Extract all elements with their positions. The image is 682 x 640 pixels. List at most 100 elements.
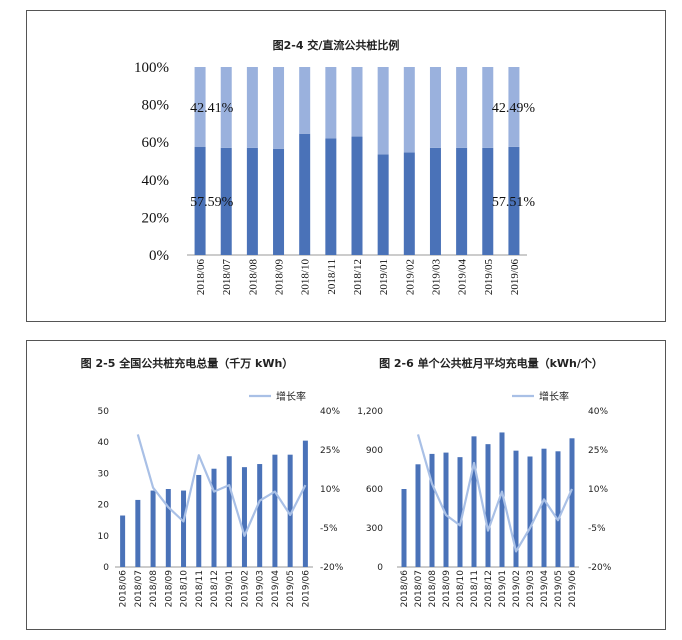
x-tick-label: 2019/01 [498,570,508,607]
y2-tick-label: 10% [320,485,340,495]
y-tick-label: 0 [377,563,383,573]
x-tick-label: 2018/06 [195,259,207,296]
bar [485,444,491,567]
bar [165,489,171,567]
bar [513,450,519,567]
bar [226,456,232,567]
bar-segment-ac [299,67,311,134]
bar [287,454,293,567]
y-tick-label: 900 [366,446,383,456]
data-label: 57.51% [492,195,536,210]
bar [272,454,278,567]
bar-segment-dc [273,148,285,255]
bar [181,490,187,567]
x-tick-label: 2018/10 [456,570,466,608]
panel-ac-dc-ratio: 图2-4 交/直流公共桩比例 0% 20% 40% 60% 80% 100% 2018/06… [26,10,666,322]
bar [211,468,217,567]
x-tick-label: 2019/03 [256,570,266,607]
y-tick-label: 0% [149,248,169,264]
y-tick-label: 300 [366,524,383,534]
bar-segment-dc [246,147,258,255]
bar-segment-dc [299,133,311,255]
legend-label: 增长率 [539,390,569,403]
x-tick-label: 2018/08 [428,570,438,608]
x-tick-label: 2019/03 [430,259,442,296]
bar [471,436,477,567]
bar [443,452,449,567]
y2-tick-label: 40% [320,407,340,417]
x-tick-label: 2018/07 [221,259,233,296]
y-tick-label: 40 [98,438,110,448]
bar-segment-dc [220,147,232,255]
y2-tick-label: 40% [588,407,608,417]
bar [569,438,575,567]
charging-total-chart: 图 2-5 全国公共桩充电总量（千万 kWh） 图 2-6 单个公共桩月平均充电… [81,356,612,608]
bar-segment-dc [325,138,337,255]
x-tick-label: 2019/06 [509,259,521,296]
stacked-bar-chart: 图2-4 交/直流公共桩比例 0% 20% 40% 60% 80% 100% 2018/06… [134,38,536,296]
x-tick-label: 2019/01 [378,259,390,295]
x-tick-label: 2018/06 [119,570,129,608]
bar-segment-dc [456,147,468,255]
y-tick-label: 20% [142,210,170,226]
data-label: 42.41% [190,101,234,116]
bar [527,456,533,567]
y-tick-label: 30 [98,469,110,479]
bar-segment-ac [429,67,441,148]
bar [401,489,407,567]
chart-title: 图2-4 交/直流公共桩比例 [273,38,400,52]
bar [541,448,547,567]
x-tick-label: 2018/07 [134,570,144,607]
y2-tick-label: -20% [588,563,612,573]
x-tick-label: 2018/10 [300,259,312,296]
bar-segment-dc [482,147,494,255]
x-tick-label: 2018/12 [484,570,494,607]
y2-tick-label: 25% [320,446,340,456]
x-tick-label: 2019/04 [271,570,281,608]
bar-segment-ac [351,67,363,137]
bar-segment-ac [403,67,415,153]
bar-segment-dc [508,146,520,255]
bar-segment-dc [194,146,206,255]
x-tick-label: 2018/09 [274,259,286,296]
x-tick-label: 2019/04 [540,570,550,608]
bar-segment-ac [456,67,468,148]
x-tick-label: 2018/11 [470,570,480,607]
bar [415,464,421,567]
x-tick-label: 2018/09 [164,570,174,608]
x-tick-label: 2018/10 [180,570,190,608]
y2-tick-label: 10% [588,485,608,495]
x-tick-label: 2018/08 [149,570,159,608]
bar [302,440,308,567]
x-tick-label: 2018/11 [195,570,205,607]
bar [135,499,141,567]
bar [257,464,263,567]
x-tick-label: 2018/11 [326,259,338,295]
bar [241,467,247,567]
y-tick-label: 40% [142,173,170,189]
bar-segment-dc [429,147,441,255]
y-tick-label: 10 [98,532,110,542]
bar-segment-ac [377,67,389,155]
y2-tick-label: -20% [320,563,344,573]
growth-rate-line [136,434,307,537]
y-tick-label: 100% [134,60,169,76]
x-tick-label: 2019/02 [512,570,522,607]
bar [120,515,126,567]
bar [429,453,435,567]
data-label: 57.59% [190,195,234,210]
x-tick-label: 2018/06 [400,570,410,608]
panel-charging-charts: 图 2-5 全国公共桩充电总量（千万 kWh） 图 2-6 单个公共桩月平均充电… [26,340,666,630]
bar [457,457,463,567]
data-label: 42.49% [492,101,536,116]
x-tick-label: 2018/07 [414,570,424,607]
bar-segment-ac [273,67,285,149]
x-tick-label: 2019/06 [568,570,578,608]
y-tick-label: 50 [98,407,110,417]
y-tick-label: 80% [142,98,170,114]
x-tick-label: 2019/05 [554,570,564,607]
bar [196,474,202,567]
chart-title-left: 图 2-5 全国公共桩充电总量（千万 kWh） [81,356,294,370]
x-tick-label: 2018/09 [442,570,452,608]
legend-label: 增长率 [276,390,306,403]
